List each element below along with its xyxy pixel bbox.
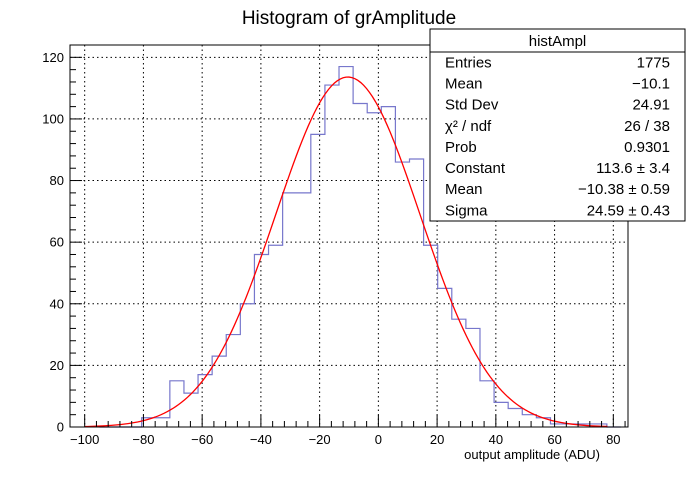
stats-row-label: Sigma xyxy=(445,202,488,219)
stats-row-value: 24.59 ± 0.43 xyxy=(587,202,670,219)
y-axis: 0 20 40 60 80 100 120 xyxy=(42,44,82,435)
stats-row-label: Entries xyxy=(445,54,492,71)
stats-row-value: 26 / 38 xyxy=(624,118,670,135)
chart-title: Histogram of grAmplitude xyxy=(242,8,456,29)
y-tick-label: 40 xyxy=(50,296,64,311)
histogram-bar xyxy=(395,162,409,427)
stats-row-label: Mean xyxy=(445,181,483,198)
histogram-bar xyxy=(508,409,522,427)
y-tick-label: 20 xyxy=(50,358,64,373)
histogram-bar xyxy=(269,245,283,427)
plot-frame xyxy=(69,44,629,428)
histogram-bar xyxy=(212,356,226,427)
stats-row-value: 0.9301 xyxy=(624,139,670,156)
histogram-bar xyxy=(480,381,494,427)
gaussian-fit-line xyxy=(84,76,608,428)
x-tick-label: 0 xyxy=(375,432,382,447)
histogram-bar xyxy=(438,288,452,427)
histogram-bar xyxy=(226,335,240,427)
x-tick-label: −40 xyxy=(250,432,272,447)
x-tick-label: −100 xyxy=(70,432,99,447)
y-tick-label: 0 xyxy=(57,420,64,435)
histogram-bar xyxy=(409,159,423,427)
stats-row-value: 113.6 ± 3.4 xyxy=(596,160,670,177)
histogram-bar xyxy=(353,104,367,427)
x-tick-label: 80 xyxy=(606,432,620,447)
x-tick-label: −20 xyxy=(309,432,331,447)
x-axis-label: output amplitude (ADU) xyxy=(464,447,600,462)
histogram-bar xyxy=(156,418,170,427)
stats-row-value: −10.1 xyxy=(632,76,670,93)
histogram-bar xyxy=(339,67,353,427)
histogram-bar xyxy=(297,193,311,427)
histogram-bar xyxy=(466,328,480,427)
x-tick-label: −60 xyxy=(191,432,213,447)
y-tick-label: 100 xyxy=(42,111,64,126)
histogram-bar xyxy=(283,193,297,427)
histogram-bar xyxy=(424,245,438,427)
histogram-bar xyxy=(198,375,212,427)
x-tick-label: 60 xyxy=(547,432,561,447)
y-tick-label: 60 xyxy=(50,235,64,250)
histogram-bar xyxy=(240,304,254,427)
stats-box: histAmpl Entries 1775 Mean −10.1 Std Dev 24.91… xyxy=(429,28,686,222)
histogram-bar xyxy=(254,254,268,427)
y-tick-label: 80 xyxy=(50,173,64,188)
stats-row-value: 1775 xyxy=(637,54,670,71)
stats-row-label: χ² / ndf xyxy=(445,118,492,135)
histogram-bar xyxy=(367,113,381,427)
fit-curve xyxy=(84,76,608,428)
histogram-bar xyxy=(381,107,395,427)
stats-row-value: 24.91 xyxy=(632,97,670,114)
stats-row-label: Prob xyxy=(445,139,477,156)
histogram-bar xyxy=(325,85,339,427)
histogram-bar xyxy=(170,381,184,427)
stats-box-title: histAmpl xyxy=(529,33,587,50)
stats-box-frame xyxy=(429,28,686,222)
histogram-bar xyxy=(522,415,536,427)
histogram-bar xyxy=(311,134,325,427)
stats-row-label: Mean xyxy=(445,76,483,93)
x-axis: −100 −80 −60 −40 −20 0 20 40 60 80 xyxy=(70,415,626,447)
x-tick-label: −80 xyxy=(132,432,154,447)
stats-row-label: Std Dev xyxy=(445,97,499,114)
histogram-bar xyxy=(452,319,466,427)
x-tick-label: 40 xyxy=(489,432,503,447)
stats-row-value: −10.38 ± 0.59 xyxy=(578,181,670,198)
x-tick-label: 20 xyxy=(430,432,444,447)
y-tick-label: 120 xyxy=(42,50,64,65)
stats-row-label: Constant xyxy=(445,160,506,177)
